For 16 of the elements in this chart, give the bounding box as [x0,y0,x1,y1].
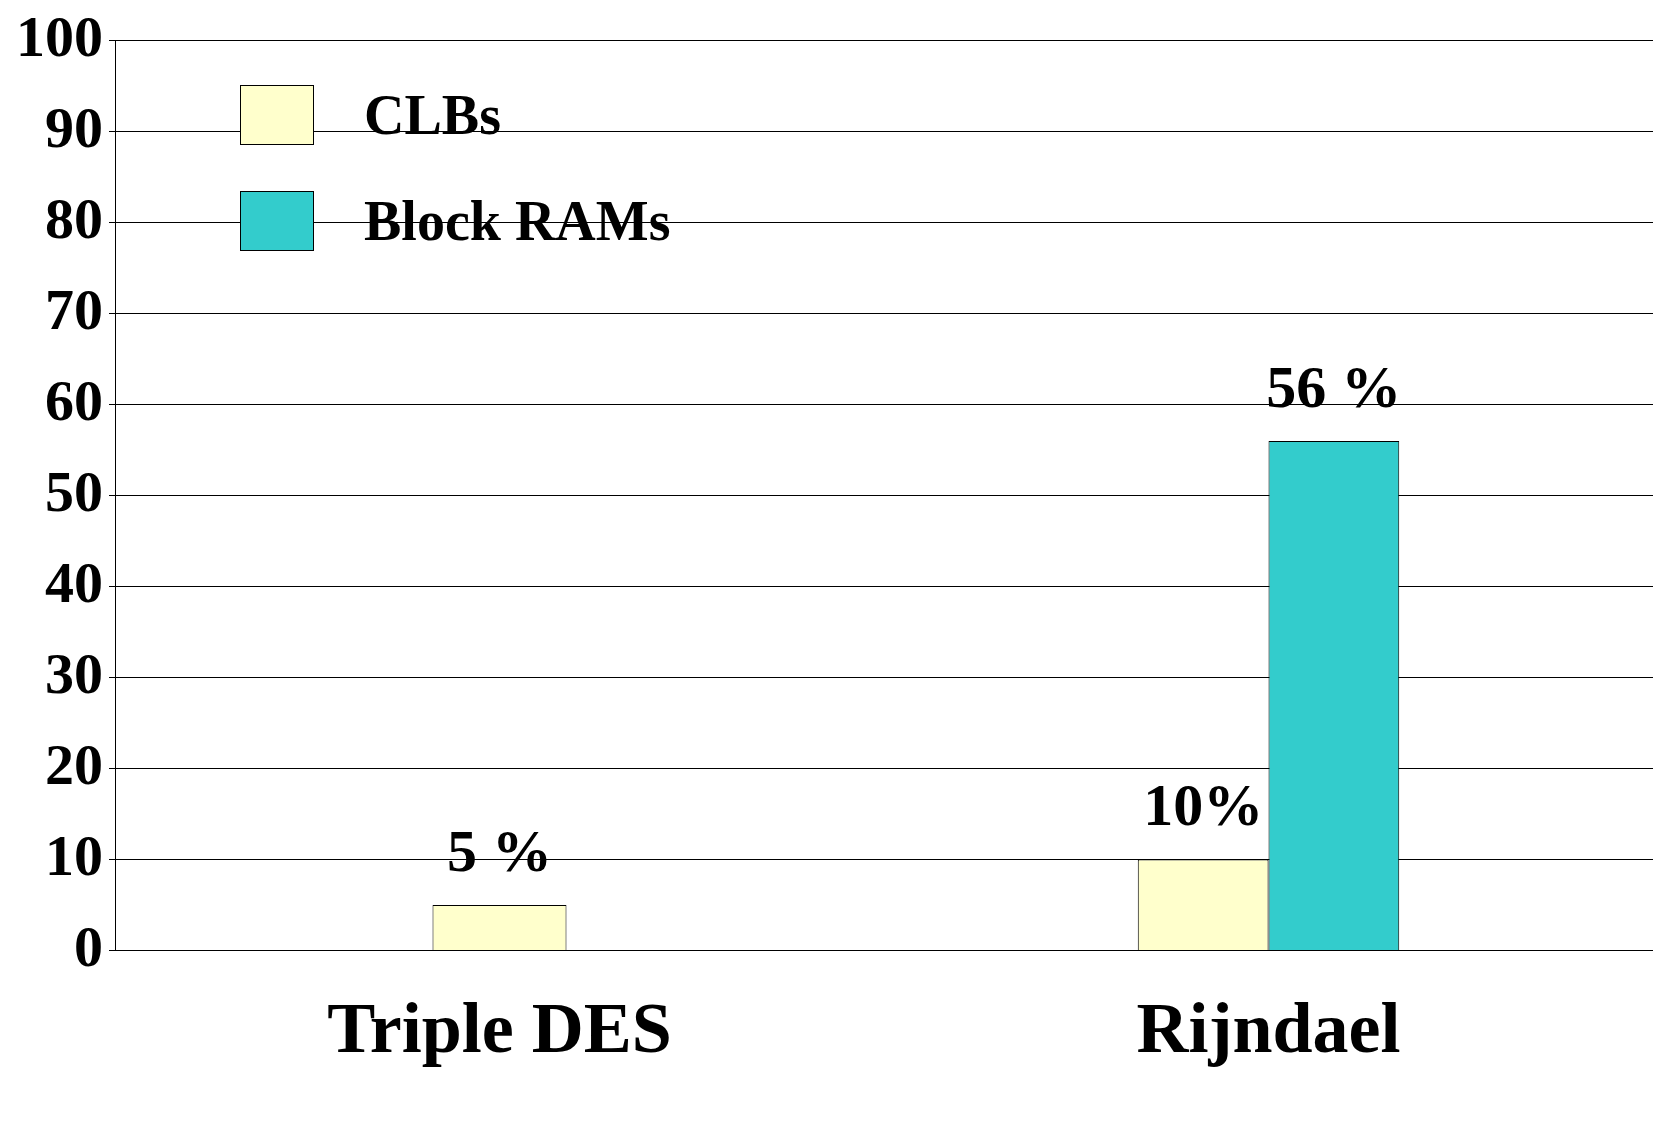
y-tick-label: 10 [45,822,103,888]
y-tick-label: 20 [45,731,103,797]
y-tick-label: 80 [45,185,103,251]
y-tick-label: 100 [16,3,103,69]
legend-label: CLBs [364,83,501,147]
x-tick-label: Rijndael [1136,988,1401,1069]
y-tick-label: 0 [74,913,103,979]
data-label: 56 % [1266,353,1402,420]
y-tick-label: 70 [45,276,103,342]
y-tick-label: 50 [45,458,103,524]
y-tick-label: 60 [45,367,103,433]
y-tick-label: 40 [45,549,103,615]
y-tick-label: 90 [45,94,103,160]
y-tick-label: 30 [45,640,103,706]
x-tick-label: Triple DES [327,988,672,1069]
data-label: 10% [1143,772,1264,839]
